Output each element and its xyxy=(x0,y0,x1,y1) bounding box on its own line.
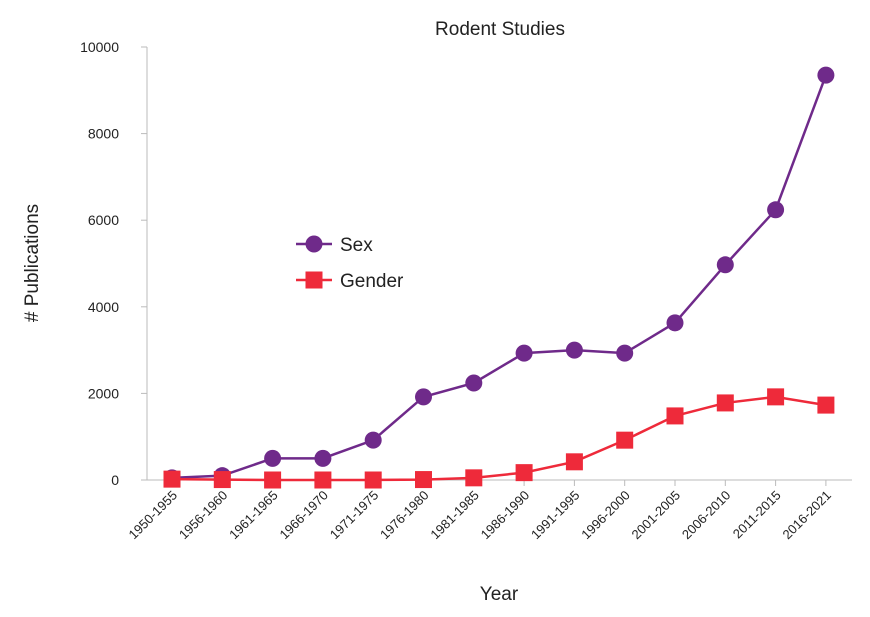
data-point-gender xyxy=(264,471,282,489)
x-tick-label: 1976-1980 xyxy=(377,488,432,543)
x-tick-label: 2006-2010 xyxy=(679,488,734,543)
y-tick-label: 10000 xyxy=(80,39,119,55)
data-point-gender xyxy=(465,469,483,487)
legend-marker xyxy=(305,271,323,289)
x-tick-label: 1956-1960 xyxy=(176,488,231,543)
data-point-gender xyxy=(666,407,684,425)
data-point-sex xyxy=(767,201,785,219)
data-point-sex xyxy=(364,431,382,449)
data-point-gender xyxy=(817,396,835,414)
y-tick-label: 2000 xyxy=(88,385,119,401)
x-tick-label: 1950-1955 xyxy=(126,488,181,543)
y-tick-label: 4000 xyxy=(88,299,119,315)
data-point-gender xyxy=(716,394,734,412)
data-point-gender xyxy=(364,471,382,489)
legend-label: Sex xyxy=(340,235,373,256)
x-tick-label: 1981-1985 xyxy=(427,488,482,543)
x-tick-label: 1996-2000 xyxy=(578,488,633,543)
x-tick-label: 1971-1975 xyxy=(327,488,382,543)
data-point-gender xyxy=(515,464,533,482)
data-point-sex xyxy=(565,341,583,359)
y-axis-label: # Publications xyxy=(22,204,43,322)
data-point-gender xyxy=(163,470,181,488)
y-tick-label: 8000 xyxy=(88,126,119,142)
series-line-sex xyxy=(171,74,828,480)
data-point-gender xyxy=(616,431,634,449)
data-point-sex xyxy=(465,374,483,392)
data-point-sex xyxy=(264,449,282,467)
data-point-gender xyxy=(565,453,583,471)
x-tick-label: 2016-2021 xyxy=(779,488,834,543)
data-point-gender xyxy=(415,471,432,489)
data-point-gender xyxy=(767,388,785,406)
x-tick-label: 1966-1970 xyxy=(276,488,331,543)
data-point-sex xyxy=(817,66,835,84)
data-point-sex xyxy=(415,388,432,406)
x-tick-label: 2011-2015 xyxy=(730,488,784,542)
y-tick-label: 0 xyxy=(111,472,119,488)
data-point-gender xyxy=(314,471,332,489)
data-point-sex xyxy=(616,344,634,362)
data-point-sex xyxy=(666,314,684,332)
x-tick-label: 1991-1995 xyxy=(528,488,583,543)
legend-marker xyxy=(305,235,323,253)
x-tick-label: 1961-1965 xyxy=(226,488,281,543)
legend-label: Gender xyxy=(340,271,404,292)
data-point-sex xyxy=(515,344,533,362)
y-tick-label: 6000 xyxy=(88,212,119,228)
data-point-gender xyxy=(213,471,231,489)
chart-title: Rodent Studies xyxy=(435,19,565,40)
x-axis-label: Year xyxy=(480,584,519,605)
x-tick-label: 2001-2005 xyxy=(629,488,684,543)
data-point-sex xyxy=(716,256,734,274)
data-point-sex xyxy=(314,449,332,467)
x-tick-label: 1986-1990 xyxy=(478,488,533,543)
